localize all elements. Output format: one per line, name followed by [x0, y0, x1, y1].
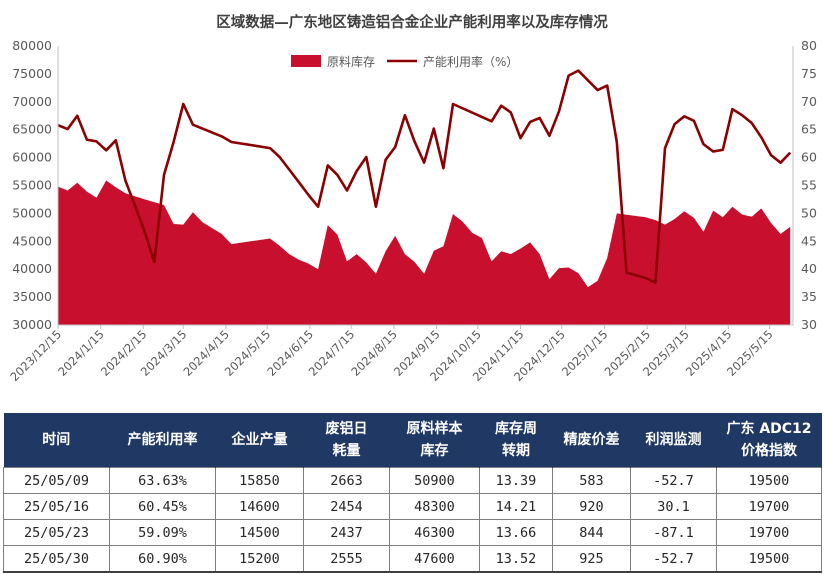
table-cell: 30.1	[630, 493, 717, 520]
y-left-tick-label: 75000	[12, 66, 52, 81]
legend-swatch-inventory	[291, 55, 321, 67]
table-cell: 14600	[215, 493, 304, 520]
x-tick-label: 2023/12/15	[7, 327, 64, 384]
table-cell: 2663	[303, 467, 390, 494]
table-header-cell: 利润监测	[630, 413, 717, 468]
header-text: 库存周	[495, 421, 537, 437]
y-left-tick-label: 65000	[12, 122, 52, 137]
header-text: 价格指数	[741, 443, 797, 459]
data-table-container: 时间 产能利用率 企业产量 废铝日 耗量 原料样本 库存 库存周 转期 精废价差 利润监测 广东 AD…	[3, 413, 822, 573]
y-right-tick-label: 75	[801, 66, 817, 81]
table-header-cell: 原料样本 库存	[389, 413, 480, 468]
table-cell: 13.66	[479, 519, 553, 546]
header-text: 时间	[42, 432, 71, 448]
table-cell: 925	[552, 545, 631, 573]
header-text: 产能利用率	[127, 432, 198, 448]
table-header-cell: 库存周 转期	[479, 413, 553, 468]
table-cell: 19500	[716, 545, 822, 573]
y-left-tick-label: 45000	[12, 233, 52, 248]
y-left-tick-label: 40000	[12, 261, 52, 276]
y-left-tick-label: 30000	[12, 317, 52, 332]
table-row: 25/05/09 63.63% 15850 2663 50900 13.39 583 -52.…	[3, 467, 822, 494]
table-cell: 25/05/16	[3, 493, 110, 520]
table-cell: 15850	[215, 467, 304, 494]
combo-chart: 区域数据—广东地区铸造铝合金企业产能利用率以及库存情况 30000 35000 400…	[7, 13, 817, 384]
y-right-tick-label: 55	[801, 178, 817, 193]
table-cell: 2437	[303, 519, 390, 546]
table-cell: 48300	[389, 493, 480, 520]
table-row: 25/05/30 60.90% 15200 2555 47600 13.52 925 -52.…	[3, 545, 822, 573]
header-text: 废铝日	[325, 421, 368, 437]
chart-title: 区域数据—广东地区铸造铝合金企业产能利用率以及库存情况	[216, 13, 608, 31]
table-cell: 19700	[716, 519, 822, 546]
weekly-data-table: 时间 产能利用率 企业产量 废铝日 耗量 原料样本 库存 库存周 转期 精废价差 利润监测 广东 AD…	[3, 413, 822, 573]
y-left-tick-label: 50000	[12, 205, 52, 220]
legend-label-utilization: 产能利用率（%）	[423, 54, 518, 69]
table-header-cell: 废铝日 耗量	[303, 413, 390, 468]
table-cell: 14500	[215, 519, 304, 546]
table-cell: 13.39	[479, 467, 553, 494]
table-cell: 583	[552, 467, 631, 494]
table-cell: 2454	[303, 493, 390, 520]
table-cell: 59.09%	[109, 519, 216, 546]
table-header-cell: 企业产量	[215, 413, 304, 468]
y-right-tick-label: 50	[801, 205, 817, 220]
y-left-tick-label: 35000	[12, 289, 52, 304]
table-cell: 60.90%	[109, 545, 216, 573]
header-text: 精废价差	[563, 432, 620, 448]
table-header-cell: 精废价差	[552, 413, 631, 468]
table-cell: 13.52	[479, 545, 553, 573]
y-right-tick-label: 45	[801, 233, 817, 248]
y-right-tick-label: 40	[801, 261, 817, 276]
table-cell: -52.7	[630, 467, 717, 494]
table-cell: 2555	[303, 545, 390, 573]
table-cell: 15200	[215, 545, 304, 573]
series-area-inventory	[58, 180, 791, 325]
table-cell: 46300	[389, 519, 480, 546]
table-cell: 25/05/30	[3, 545, 110, 573]
series-line-utilization	[57, 69, 792, 284]
table-body: 25/05/09 63.63% 15850 2663 50900 13.39 583 -52.…	[3, 467, 822, 573]
header-text: 耗量	[332, 443, 361, 459]
header-text: 转期	[502, 443, 530, 459]
table-cell: 19700	[716, 493, 822, 520]
y-right-tick-label: 65	[801, 122, 817, 137]
header-text: 利润监测	[645, 432, 702, 448]
table-cell: 47600	[389, 545, 480, 573]
table-header-cell: 产能利用率	[109, 413, 216, 468]
y-right-tick-label: 35	[801, 289, 817, 304]
y-left-tick-label: 80000	[12, 38, 52, 53]
table-cell: 14.21	[479, 493, 553, 520]
header-text: 广东 ADC12	[726, 421, 812, 437]
table-row: 25/05/23 59.09% 14500 2437 46300 13.66 844 -87.…	[3, 519, 822, 546]
y-left-tick-label: 55000	[12, 178, 52, 193]
header-text: 库存	[420, 443, 449, 459]
header-text: 原料样本	[406, 421, 463, 437]
legend-label-inventory: 原料库存	[327, 54, 375, 69]
y-right-tick-label: 30	[801, 317, 817, 332]
table-row: 25/05/16 60.45% 14600 2454 48300 14.21 920 30.1…	[3, 493, 822, 520]
table-header-cell: 广东 ADC12 价格指数	[716, 413, 822, 468]
table-cell: 25/05/09	[3, 467, 110, 494]
table-header-row: 时间 产能利用率 企业产量 废铝日 耗量 原料样本 库存 库存周 转期 精废价差 利润监测 广东 AD…	[3, 413, 822, 468]
y-right-tick-label: 60	[801, 150, 817, 165]
y-right-tick-label: 80	[801, 38, 817, 53]
table-cell: 25/05/23	[3, 519, 110, 546]
table-cell: -52.7	[630, 545, 717, 573]
table-cell: 63.63%	[109, 467, 216, 494]
chart-container: 区域数据—广东地区铸造铝合金企业产能利用率以及库存情况 30000 35000 400…	[7, 13, 817, 384]
table-cell: 920	[552, 493, 631, 520]
y-left-tick-label: 60000	[12, 150, 52, 165]
header-text: 企业产量	[231, 432, 288, 448]
y-left-tick-label: 70000	[12, 94, 52, 109]
table-cell: 50900	[389, 467, 480, 494]
table-header-cell: 时间	[3, 413, 110, 468]
table-cell: -87.1	[630, 519, 717, 546]
table-cell: 844	[552, 519, 631, 546]
y-right-tick-label: 70	[801, 94, 817, 109]
table-cell: 19500	[716, 467, 822, 494]
table-cell: 60.45%	[109, 493, 216, 520]
